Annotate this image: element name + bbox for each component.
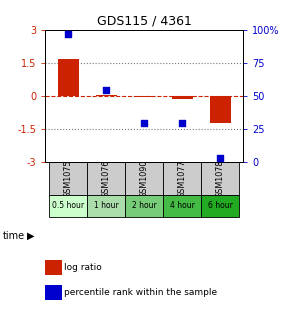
Text: GSM1076: GSM1076 [102, 159, 111, 198]
Point [142, 120, 147, 125]
Bar [201, 162, 239, 195]
Text: GSM1090: GSM1090 [140, 159, 149, 198]
Bar [201, 195, 239, 217]
Bar [87, 162, 125, 195]
Title: GDS115 / 4361: GDS115 / 4361 [97, 15, 192, 28]
Text: GSM1078: GSM1078 [216, 159, 225, 198]
Point [104, 87, 109, 92]
Bar [134, 96, 155, 97]
Text: 4 hour: 4 hour [170, 201, 195, 210]
Text: GSM1077: GSM1077 [178, 159, 187, 198]
Bar [172, 96, 193, 99]
Text: time: time [3, 231, 25, 241]
Bar [163, 162, 201, 195]
Text: percentile rank within the sample: percentile rank within the sample [64, 288, 218, 297]
Text: GSM1075: GSM1075 [64, 159, 73, 198]
Bar [96, 95, 117, 96]
Bar [163, 195, 201, 217]
Text: 1 hour: 1 hour [94, 201, 119, 210]
Text: log ratio: log ratio [64, 263, 102, 271]
Point [180, 120, 185, 125]
Bar [210, 96, 231, 123]
Bar [87, 195, 125, 217]
Bar [125, 162, 163, 195]
Bar [49, 162, 87, 195]
Text: 0.5 hour: 0.5 hour [52, 201, 84, 210]
Text: 6 hour: 6 hour [208, 201, 233, 210]
Text: ▶: ▶ [27, 231, 35, 241]
Bar [49, 195, 87, 217]
Point [218, 156, 223, 161]
Bar [58, 59, 79, 96]
Point [66, 32, 71, 37]
Bar [125, 195, 163, 217]
Text: 2 hour: 2 hour [132, 201, 157, 210]
